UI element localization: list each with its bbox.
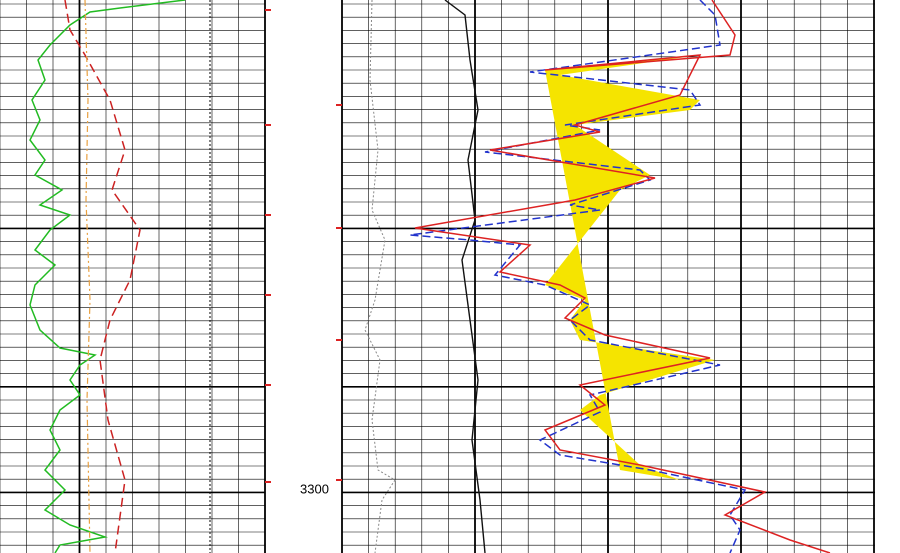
gray-curve	[364, 0, 396, 553]
depth-label: 3300	[300, 481, 329, 496]
green-curve	[29, 0, 186, 553]
red-curve	[414, 0, 831, 553]
red-dashed-curve	[64, 0, 141, 553]
black-curve	[444, 0, 486, 553]
yellow-fill	[545, 55, 715, 480]
blue-curve	[409, 0, 747, 553]
orange-curve	[84, 0, 91, 553]
